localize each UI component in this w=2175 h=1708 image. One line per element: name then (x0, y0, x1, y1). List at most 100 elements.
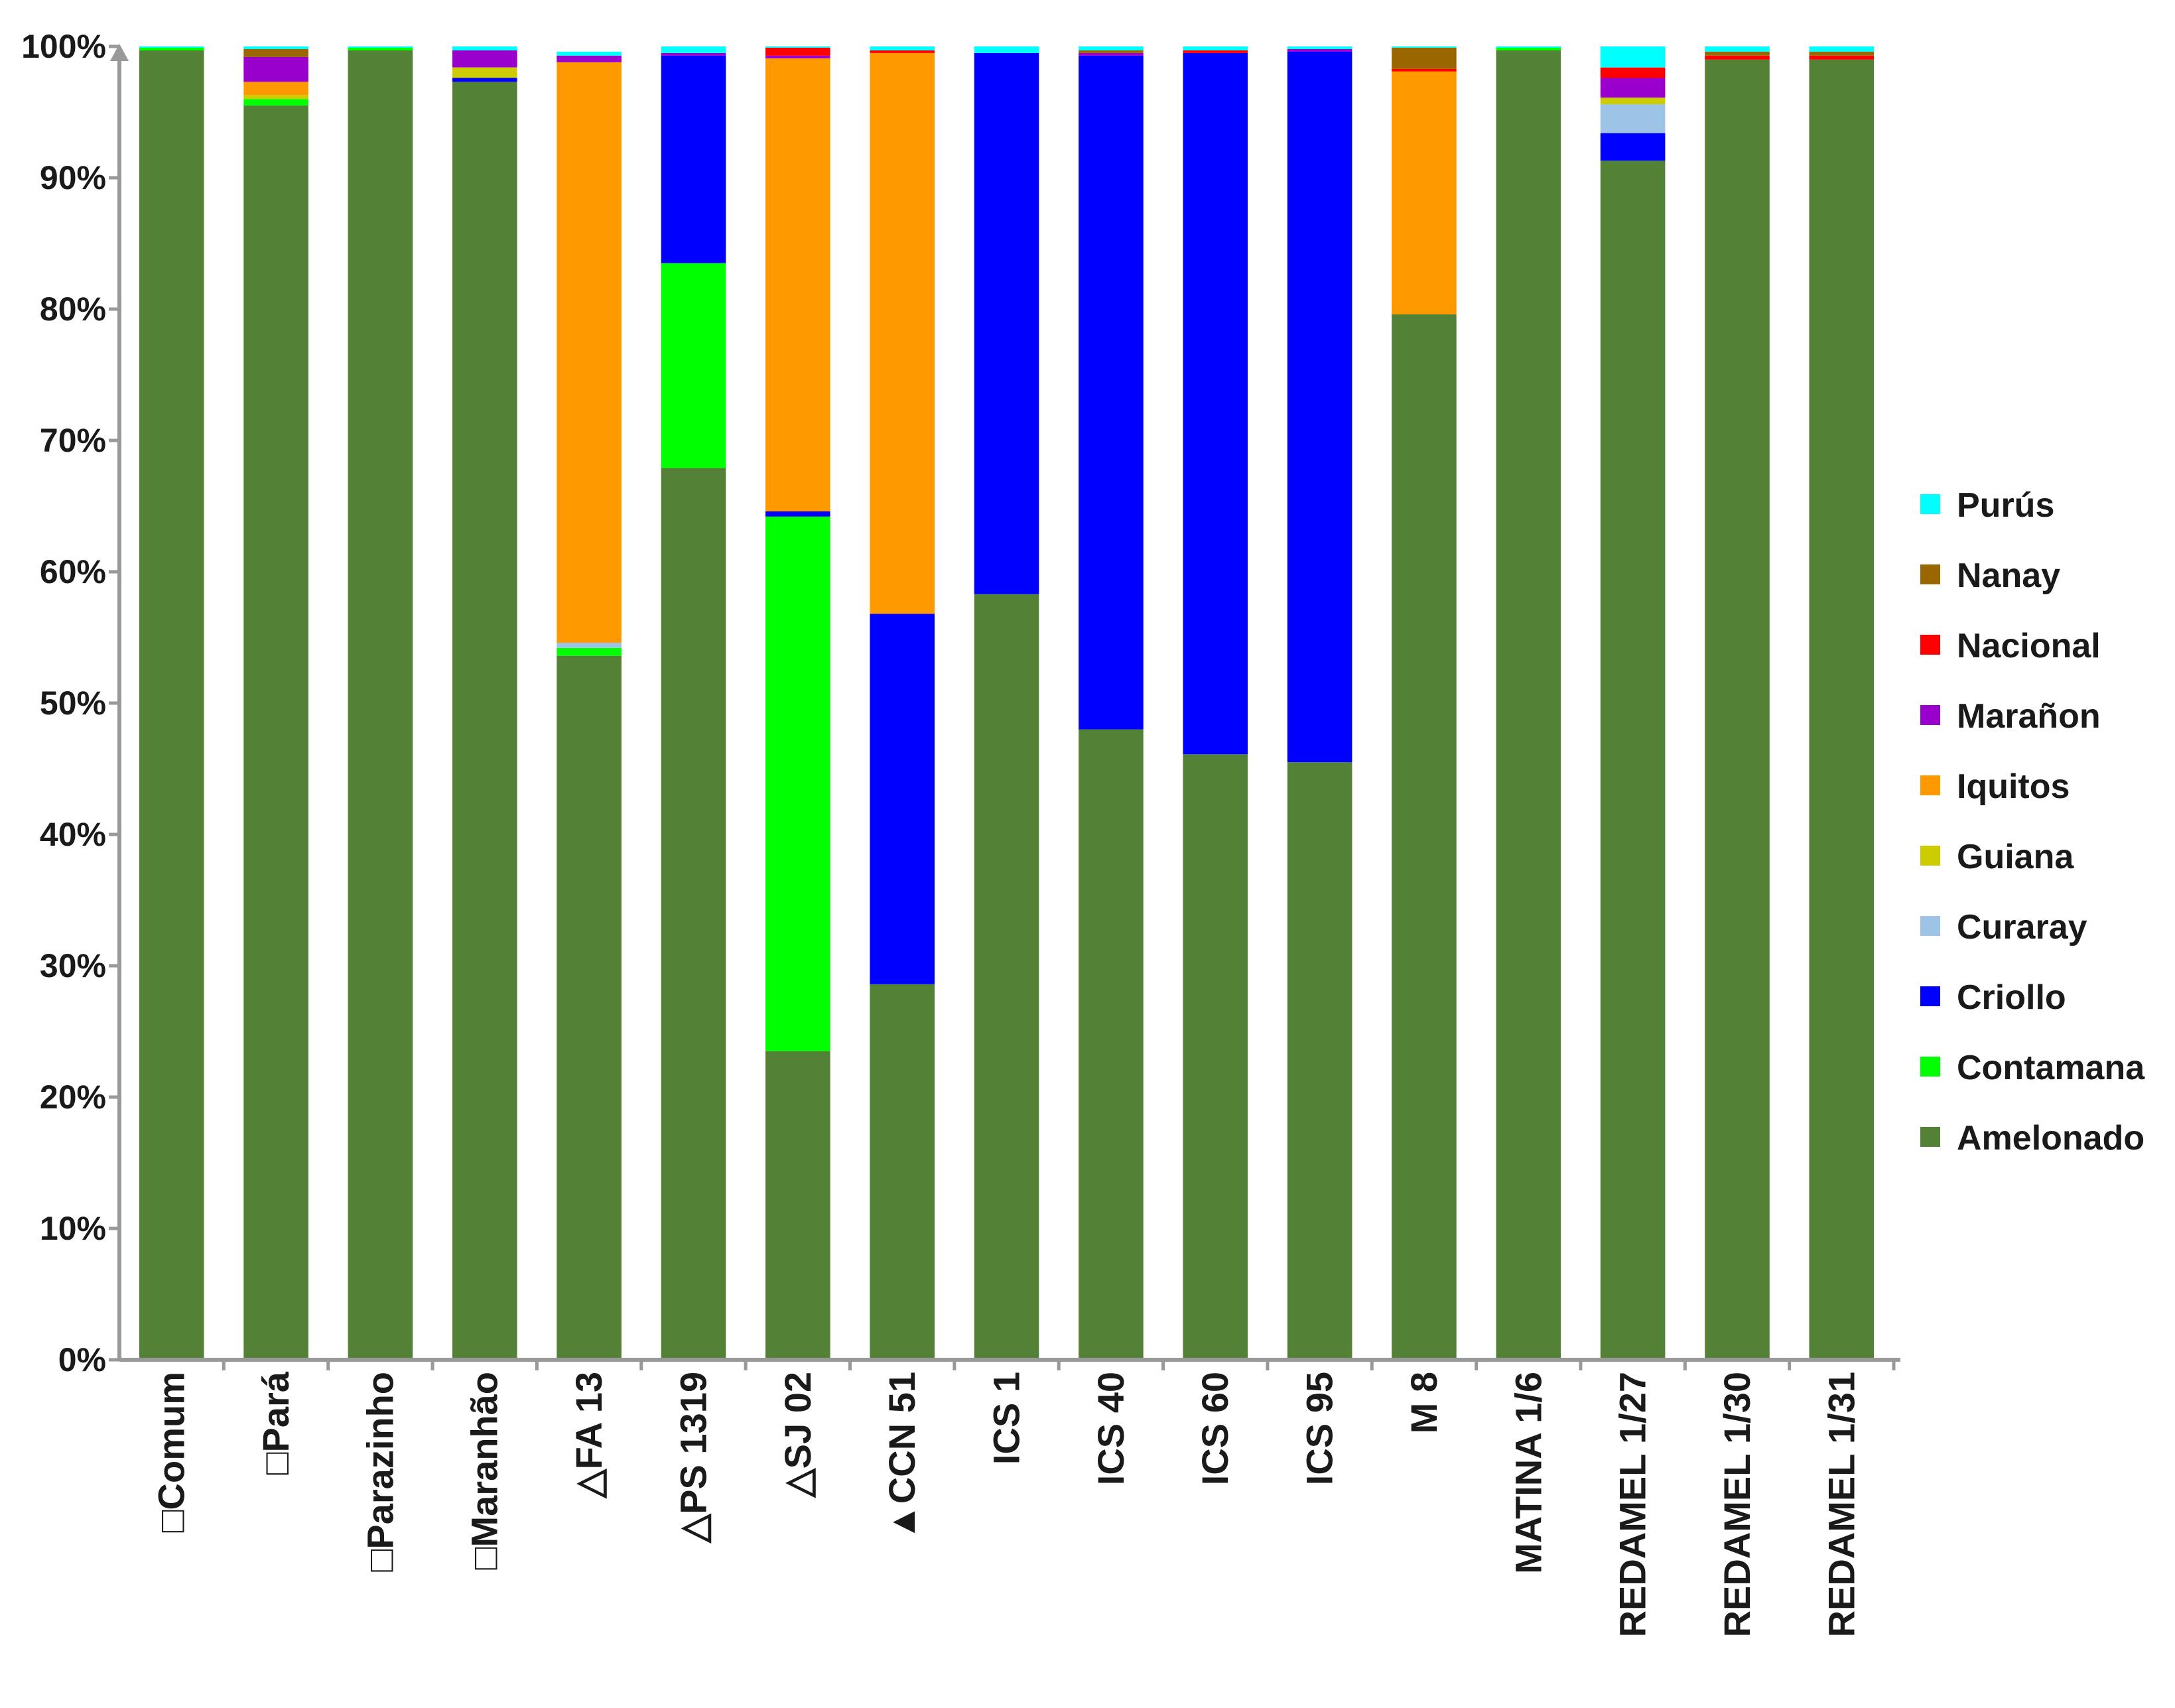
bar-segment-marañon (1600, 78, 1666, 98)
bar-segment-amelonado (1079, 729, 1144, 1360)
x-tick-label: ICS 1 (986, 1372, 1027, 1465)
legend-swatch (1920, 916, 1940, 936)
x-tick-label: ICS 60 (1194, 1372, 1236, 1485)
bar-stack (1183, 46, 1248, 1360)
bar-stack (765, 46, 830, 1360)
bar-segment-nacional (1600, 67, 1666, 78)
legend-swatch (1920, 564, 1940, 584)
bar-segment-purús (1809, 46, 1875, 52)
bar-segment-purús (243, 46, 308, 49)
legend-label: Purús (1957, 486, 2054, 525)
bar-segment-purús (1392, 46, 1457, 48)
legend-item-contamana: Contamana (1920, 1049, 2145, 1087)
bar-segment-amelonado (974, 594, 1039, 1360)
bar-segment-amelonado (765, 1051, 830, 1360)
x-tick-label: □Maranhão (464, 1372, 505, 1569)
legend-swatch (1920, 705, 1940, 725)
bar-stack (1079, 46, 1144, 1360)
bar-segment-contamana (557, 647, 622, 656)
bar-segment-nacional (870, 50, 935, 53)
bar-segment-amelonado (557, 655, 622, 1360)
legend-swatch (1920, 986, 1940, 1006)
x-tick-label: □Pará (255, 1371, 297, 1475)
bar-segment-criollo (661, 55, 726, 263)
bar-segment-contamana (765, 516, 830, 1051)
bar-segment-nacional (765, 48, 830, 56)
bar-segment-amelonado (452, 82, 517, 1360)
legend-item-criollo: Criollo (1920, 978, 2066, 1017)
bar-segment-curaray (557, 642, 622, 648)
bar-segment-marañon (452, 50, 517, 68)
bars-layer (139, 46, 1875, 1360)
y-tick-label: 90% (40, 159, 106, 196)
bar-segment-nanay (243, 49, 308, 57)
legend-item-purús: Purús (1920, 486, 2054, 525)
bar-segment-amelonado (1809, 59, 1875, 1360)
bar-segment-amelonado (348, 50, 413, 1360)
bar-stack (974, 46, 1039, 1360)
bar-segment-purús (1705, 46, 1770, 52)
x-tick-label: △PS 1319 (672, 1372, 714, 1544)
legend-swatch (1920, 775, 1940, 795)
y-tick-label: 20% (40, 1079, 106, 1116)
bar-segment-purús (1496, 46, 1561, 48)
bar-segment-criollo (1287, 51, 1352, 763)
bar-segment-contamana (139, 48, 204, 50)
legend-item-amelonado: Amelonado (1920, 1119, 2144, 1157)
legend-label: Contamana (1957, 1049, 2145, 1087)
bar-segment-nacional (1705, 55, 1770, 60)
bar-segment-contamana (1496, 48, 1561, 50)
bar-segment-nacional (1809, 55, 1875, 60)
bar-segment-iquitos (557, 62, 622, 643)
legend-label: Curaray (1957, 908, 2087, 947)
bar-segment-amelonado (1600, 161, 1666, 1360)
legend-item-marañon: Marañon (1920, 697, 2101, 736)
bar-segment-amelonado (1287, 762, 1352, 1360)
bar-segment-marañon (1287, 49, 1352, 52)
legend-item-nanay: Nanay (1920, 557, 2060, 595)
bar-segment-purús (452, 46, 517, 50)
legend-label: Nanay (1957, 557, 2060, 595)
y-tick-label: 60% (40, 553, 106, 590)
legend-swatch (1920, 846, 1940, 866)
bar-stack (1809, 46, 1875, 1360)
axes-layer (110, 44, 1900, 1362)
legend-item-curaray: Curaray (1920, 908, 2087, 947)
x-tick-label: ICS 95 (1299, 1372, 1341, 1485)
x-tick-label: REDAMEL 1/31 (1820, 1372, 1862, 1637)
bar-segment-guiana (243, 95, 308, 99)
legend-item-nacional: Nacional (1920, 627, 2101, 665)
bar-stack (661, 46, 726, 1360)
bar-stack (243, 46, 308, 1360)
bar-stack (1496, 46, 1561, 1360)
bar-segment-amelonado (243, 105, 308, 1360)
bar-segment-nanay (1392, 48, 1457, 69)
bar-segment-criollo (1183, 52, 1248, 755)
bar-segment-amelonado (661, 468, 726, 1360)
bar-stack (139, 46, 204, 1360)
bar-segment-purús (557, 51, 622, 56)
bar-segment-purús (870, 46, 935, 50)
bar-stack (557, 51, 622, 1360)
legend-label: Amelonado (1957, 1119, 2144, 1157)
y-tick-label: 100% (21, 28, 106, 65)
x-axis-ticks: □Comum □Pará □Parazinho □Maranhão △FA 13 △PS … (151, 1360, 1896, 1637)
x-tick-label: ▲CCN 51 (881, 1372, 923, 1541)
bar-segment-contamana (348, 48, 413, 50)
bar-segment-purús (765, 46, 830, 48)
x-tick-label: □Comum (151, 1372, 192, 1532)
bar-segment-purús (974, 46, 1039, 53)
bar-segment-amelonado (1183, 754, 1248, 1360)
bar-segment-marañon (765, 55, 830, 58)
bar-segment-purús (348, 46, 413, 48)
legend-swatch (1920, 1057, 1940, 1077)
bar-segment-marañon (243, 56, 308, 82)
y-tick-label: 50% (40, 685, 106, 722)
bar-segment-curaray (1600, 104, 1666, 133)
bar-segment-amelonado (870, 984, 935, 1360)
bar-segment-guiana (1600, 98, 1666, 105)
bar-segment-nanay (1809, 51, 1875, 56)
bar-segment-guiana (452, 67, 517, 78)
bar-segment-purús (1183, 46, 1248, 50)
